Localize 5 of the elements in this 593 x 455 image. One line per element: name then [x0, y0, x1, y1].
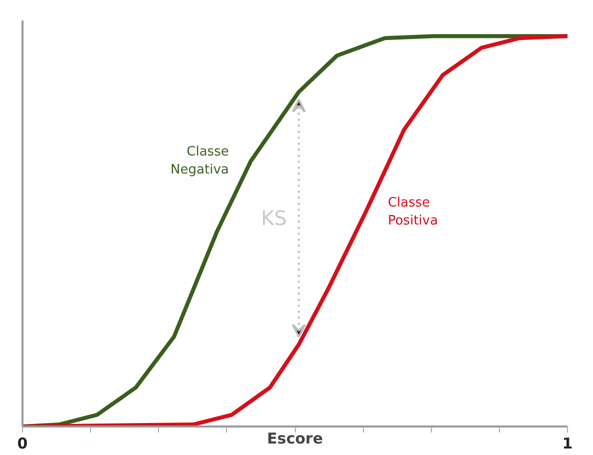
x-axis-title: Escore	[267, 430, 323, 448]
x-tick-label: 1	[562, 434, 573, 452]
series-label: Classe Negativa	[170, 144, 229, 178]
series-label: Classe Positiva	[388, 195, 438, 228]
x-tick-label: 0	[17, 434, 28, 452]
